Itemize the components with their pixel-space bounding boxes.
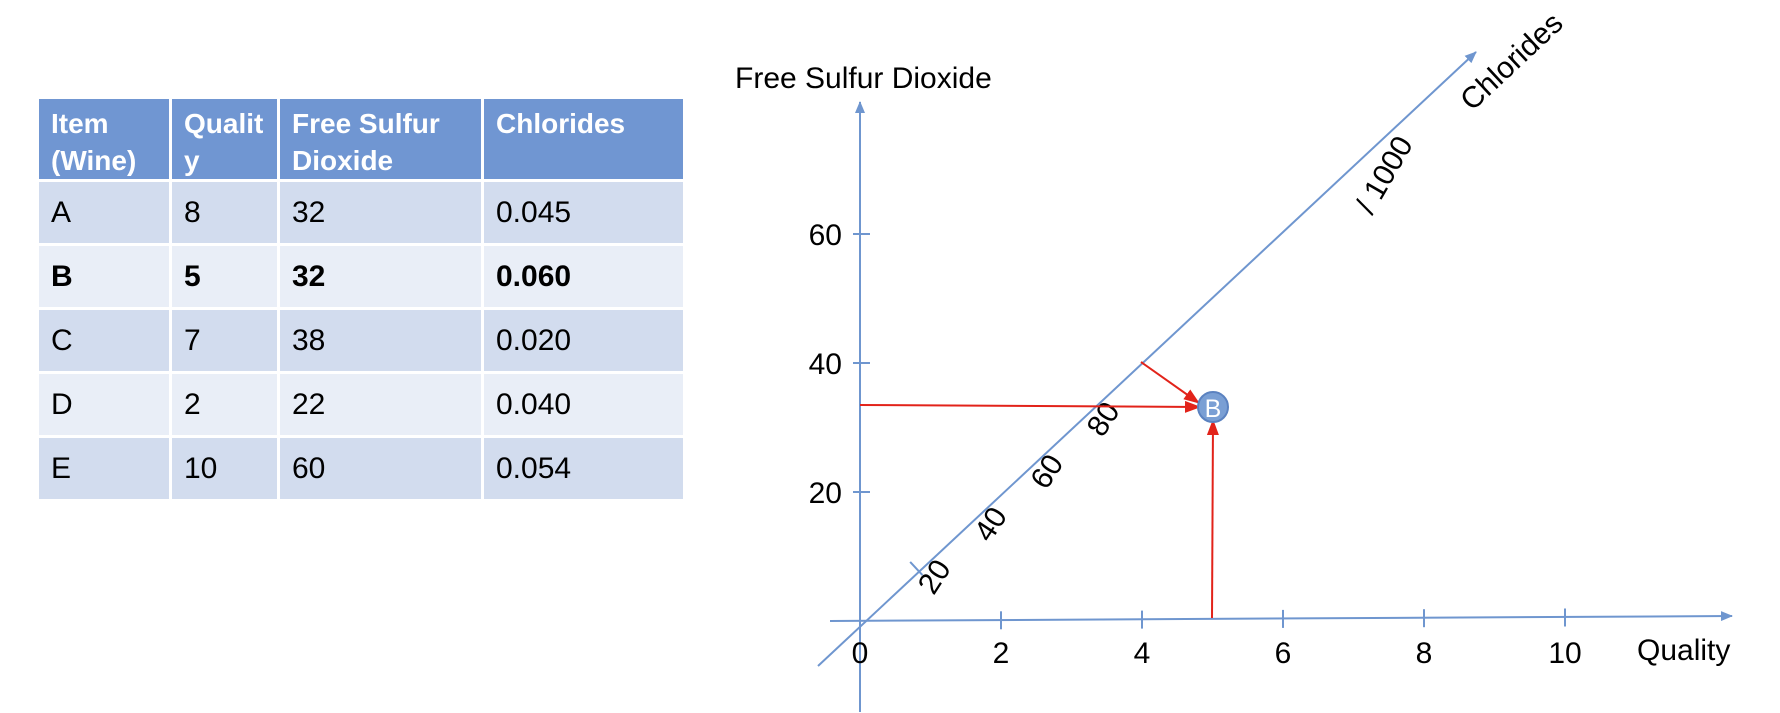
chlorides-projection-arrow (1140, 361, 1200, 404)
cell-so2: 22 (277, 371, 484, 438)
x-tick-label: 2 (993, 637, 1010, 670)
cell-chlorides: 0.054 (481, 435, 686, 502)
cell-quality: 2 (169, 371, 280, 438)
y-ticks: 20 40 60 (809, 219, 870, 510)
y-tick-label: 40 (809, 348, 842, 381)
cell-item: C (36, 307, 172, 374)
cell-item: D (36, 371, 172, 438)
table-row: D 2 22 0.040 (36, 371, 686, 438)
x-tick-label: 4 (1134, 637, 1151, 670)
x-tick-label: 8 (1416, 637, 1433, 670)
cell-quality: 10 (169, 435, 280, 502)
header-item: Item (Wine) (36, 96, 172, 182)
x-tick-label: 10 (1548, 637, 1581, 670)
table-row: A 8 32 0.045 (36, 179, 686, 246)
x-tick-label: 0 (852, 637, 869, 670)
point-b-marker (1197, 391, 1229, 423)
x-axis (829, 611, 1733, 622)
cell-chlorides: 0.060 (481, 243, 686, 310)
x-ticks: 0 2 4 6 8 10 (852, 608, 1582, 670)
cell-item: B (36, 243, 172, 310)
y-tick-label: 60 (809, 219, 842, 252)
cell-so2: 60 (277, 435, 484, 502)
cell-item: E (36, 435, 172, 502)
z-tick-label: 40 (968, 501, 1014, 547)
cell-item: A (36, 179, 172, 246)
cell-so2: 32 (277, 179, 484, 246)
z-tick-label: 60 (1024, 449, 1070, 495)
header-free-sulfur-dioxide: Free Sulfur Dioxide (277, 96, 484, 182)
y-tick-label: 20 (809, 477, 842, 510)
z-tick-label: 80 (1081, 396, 1127, 442)
header-quality: Quality (169, 96, 280, 182)
cell-so2: 38 (277, 307, 484, 374)
header-chlorides: Chlorides (481, 96, 686, 182)
cell-chlorides: 0.045 (481, 179, 686, 246)
cell-so2: 32 (277, 243, 484, 310)
quality-projection-arrow (1206, 419, 1219, 619)
cell-quality: 5 (169, 243, 280, 310)
cell-chlorides: 0.020 (481, 307, 686, 374)
cell-quality: 7 (169, 307, 280, 374)
x-tick-label: 6 (1275, 637, 1292, 670)
z-axis-title: Chlorides (1454, 7, 1569, 118)
y-axis-title: Free Sulfur Dioxide (735, 62, 992, 95)
table-row: B 5 32 0.060 (36, 243, 686, 310)
table-row: C 7 38 0.020 (36, 307, 686, 374)
z-axis (817, 51, 1477, 667)
so2-projection-arrow (859, 400, 1201, 413)
z-tick-mark (909, 561, 924, 576)
cell-chlorides: 0.040 (481, 371, 686, 438)
x-axis-title: Quality (1637, 634, 1730, 667)
z-tick-label: 20 (912, 554, 958, 600)
table-header-row: Item (Wine) Quality Free Sulfur Dioxide … (36, 96, 686, 182)
table-row: E 10 60 0.054 (36, 435, 686, 502)
z-scale-note: / 1000 (1349, 131, 1419, 220)
wine-table: Item (Wine) Quality Free Sulfur Dioxide … (36, 96, 686, 502)
cell-quality: 8 (169, 179, 280, 246)
point-b-label: B (1205, 395, 1222, 423)
